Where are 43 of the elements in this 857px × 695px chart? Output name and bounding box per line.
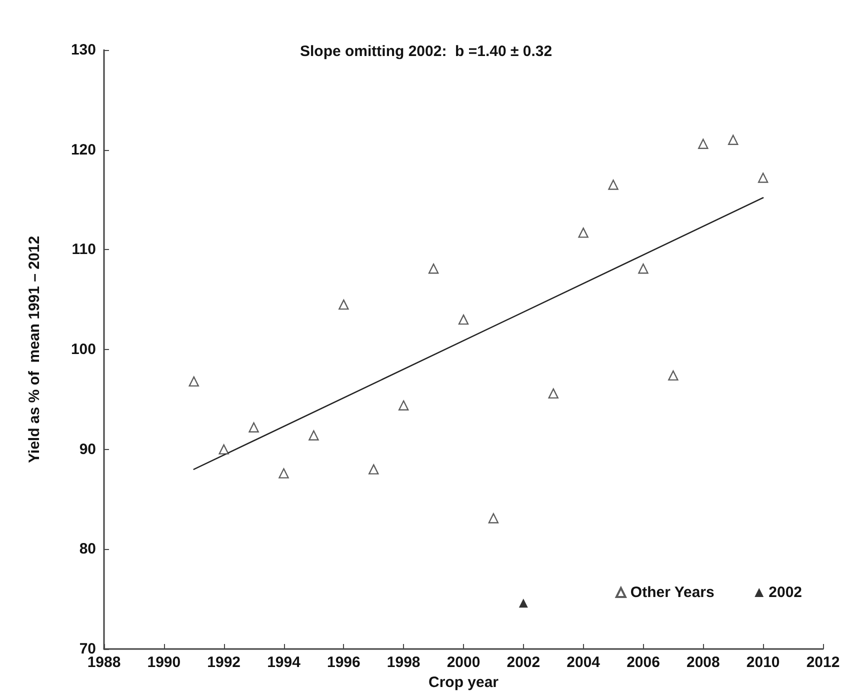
y-tick-label: 100	[70, 341, 96, 358]
x-tick-label: 2012	[806, 654, 840, 671]
y-axis-title: Yield as % of mean 1991 – 2012	[26, 236, 43, 464]
y-tick-label: 120	[70, 141, 96, 158]
point	[308, 430, 319, 440]
point	[698, 138, 708, 149]
y-tick-label: 90	[79, 440, 96, 458]
point	[668, 370, 678, 381]
y-tick-label: 110	[72, 241, 96, 258]
x-tick-label: 2000	[446, 654, 480, 671]
point	[188, 376, 199, 387]
x-axis-title: Crop year	[428, 674, 499, 691]
x-tick-label: 1996	[326, 654, 360, 671]
point	[578, 228, 588, 238]
y-tick-label: 130	[70, 42, 96, 58]
point	[548, 388, 558, 399]
x-tick-label: 2008	[686, 654, 720, 671]
x-tick-label: 1992	[207, 654, 241, 671]
point	[338, 299, 349, 310]
x-tick-label: 1998	[386, 654, 420, 671]
point	[758, 172, 768, 183]
x-tick-label: 2002	[506, 654, 540, 671]
point	[398, 400, 409, 411]
legend-label: Other Years	[630, 584, 714, 601]
point	[608, 180, 618, 190]
point	[488, 513, 499, 524]
legend-label: 2002	[768, 584, 802, 601]
point	[458, 314, 469, 325]
point	[278, 468, 289, 478]
point	[428, 264, 439, 274]
x-tick-label: 2006	[626, 654, 660, 671]
point	[518, 598, 528, 608]
x-tick-label: 2010	[746, 654, 780, 671]
point	[218, 444, 229, 454]
x-tick-label: 1994	[267, 654, 302, 671]
point	[368, 464, 379, 474]
point	[728, 134, 738, 145]
x-tick-label: 2004	[566, 654, 601, 671]
annotation: Slope omitting 2002: b =1.40 ± 0.32	[300, 43, 552, 60]
y-tick-label: 80	[79, 540, 96, 558]
point	[638, 264, 648, 274]
x-tick-label: 1990	[147, 654, 181, 671]
point	[248, 422, 259, 432]
